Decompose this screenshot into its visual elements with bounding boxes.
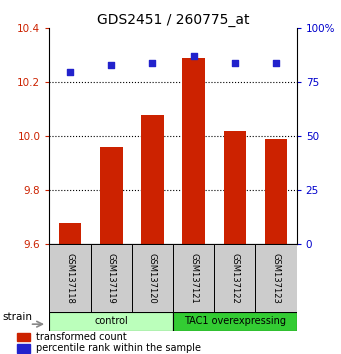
Text: TAC1 overexpressing: TAC1 overexpressing <box>184 316 286 326</box>
Bar <box>141 115 164 244</box>
Title: GDS2451 / 260775_at: GDS2451 / 260775_at <box>97 13 249 27</box>
Point <box>108 62 114 68</box>
FancyBboxPatch shape <box>173 312 297 331</box>
Text: GSM137118: GSM137118 <box>65 253 75 304</box>
FancyBboxPatch shape <box>91 244 132 313</box>
Point <box>67 69 73 74</box>
Text: strain: strain <box>2 312 32 322</box>
Text: percentile rank within the sample: percentile rank within the sample <box>36 343 201 354</box>
Text: GSM137123: GSM137123 <box>271 253 281 304</box>
FancyBboxPatch shape <box>49 244 91 313</box>
Text: transformed count: transformed count <box>36 332 127 342</box>
FancyBboxPatch shape <box>255 244 297 313</box>
Bar <box>265 139 287 244</box>
Bar <box>59 223 81 244</box>
Bar <box>17 344 30 353</box>
FancyBboxPatch shape <box>49 312 173 331</box>
FancyBboxPatch shape <box>132 244 173 313</box>
Point <box>232 60 238 66</box>
Bar <box>100 147 122 244</box>
Point <box>273 60 279 66</box>
Bar <box>182 58 205 244</box>
FancyBboxPatch shape <box>173 244 214 313</box>
Bar <box>224 131 246 244</box>
Text: GSM137119: GSM137119 <box>107 253 116 304</box>
Bar <box>17 333 30 341</box>
FancyBboxPatch shape <box>214 244 255 313</box>
Point <box>191 53 196 59</box>
Text: GSM137122: GSM137122 <box>231 253 239 304</box>
Text: control: control <box>94 316 128 326</box>
Text: GSM137120: GSM137120 <box>148 253 157 304</box>
Point <box>150 60 155 66</box>
Text: GSM137121: GSM137121 <box>189 253 198 304</box>
